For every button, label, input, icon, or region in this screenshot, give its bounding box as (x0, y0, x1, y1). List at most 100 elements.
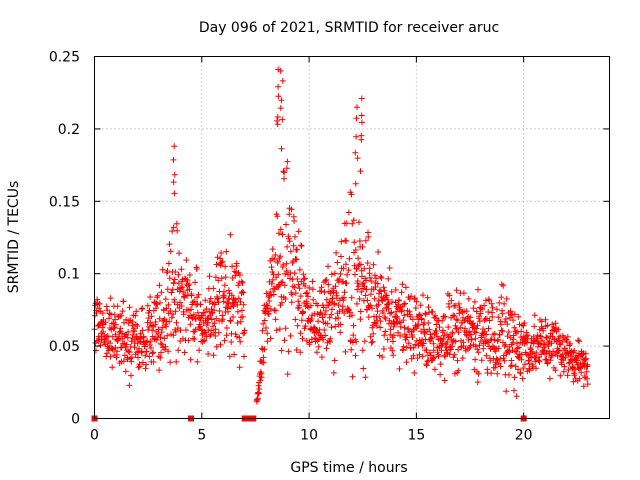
data-point (303, 300, 310, 307)
data-point (362, 292, 369, 299)
data-point (498, 327, 505, 334)
data-point (547, 357, 554, 364)
data-point (474, 379, 481, 386)
data-point (564, 372, 571, 379)
data-point-peak (353, 133, 360, 140)
data-point (441, 377, 448, 384)
data-point (154, 292, 161, 299)
data-point (450, 354, 457, 361)
data-point (433, 328, 440, 334)
data-point (139, 305, 146, 312)
data-point (288, 299, 295, 306)
data-point (168, 314, 175, 321)
data-point (156, 367, 163, 374)
data-point (497, 363, 504, 370)
data-point (112, 321, 119, 328)
data-point (103, 334, 110, 340)
data-point (148, 345, 154, 351)
data-point (272, 307, 279, 314)
data-point (324, 320, 331, 327)
data-point (476, 342, 483, 349)
data-point (276, 326, 283, 333)
data-point (371, 272, 378, 279)
data-point (201, 329, 208, 336)
data-point (426, 326, 433, 333)
data-point (267, 335, 274, 342)
data-point (323, 276, 330, 283)
data-point (232, 272, 239, 279)
data-point (266, 298, 273, 304)
data-point (261, 317, 268, 324)
data-point (171, 299, 178, 306)
data-point (192, 326, 199, 333)
data-point (418, 316, 425, 323)
data-point (139, 327, 146, 334)
data-point (140, 333, 147, 340)
data-point (264, 330, 271, 337)
data-point (451, 313, 458, 319)
data-point (317, 310, 324, 317)
data-point (259, 327, 266, 334)
data-point (404, 334, 411, 341)
data-point (178, 303, 185, 309)
data-point (142, 365, 149, 372)
data-point (468, 336, 475, 343)
data-point (396, 297, 402, 304)
data-point (265, 311, 272, 317)
data-point (213, 261, 220, 268)
data-point (234, 320, 241, 326)
data-point (348, 294, 355, 301)
data-point (104, 333, 111, 339)
data-point (174, 227, 181, 234)
data-point (147, 338, 154, 345)
data-point (264, 302, 271, 309)
data-point (157, 299, 163, 306)
data-point (112, 316, 119, 323)
data-point (492, 364, 499, 371)
data-point (218, 250, 225, 256)
data-point (260, 359, 267, 366)
data-point (107, 353, 114, 360)
data-point (403, 359, 410, 366)
data-point (128, 354, 135, 361)
data-point-peak (279, 77, 286, 84)
data-point (567, 340, 574, 347)
data-point (219, 258, 226, 265)
data-point (178, 266, 185, 273)
data-point (188, 292, 195, 299)
data-point (341, 289, 348, 296)
data-point (350, 217, 357, 224)
data-point (440, 327, 446, 334)
data-point (297, 293, 304, 300)
data-point (407, 313, 414, 320)
data-point (501, 343, 508, 350)
data-point (332, 323, 339, 330)
data-point (540, 327, 547, 334)
data-point (485, 309, 492, 315)
data-point (454, 317, 461, 324)
data-point (289, 283, 296, 290)
data-point (295, 298, 302, 305)
data-point (359, 243, 366, 250)
data-point (308, 315, 315, 322)
data-point (125, 329, 132, 335)
data-point (331, 270, 338, 277)
data-point (235, 295, 242, 302)
data-point (364, 260, 371, 266)
data-point (451, 351, 458, 358)
data-point (285, 348, 292, 355)
data-point (414, 355, 421, 362)
data-point (424, 294, 431, 301)
data-point (489, 304, 496, 311)
data-point (548, 340, 555, 347)
data-point (520, 322, 527, 329)
data-point (446, 292, 453, 299)
data-point (219, 316, 226, 323)
data-point (342, 348, 349, 355)
data-point (186, 281, 193, 288)
data-point (332, 283, 339, 290)
data-point (315, 318, 322, 325)
data-point (330, 369, 337, 376)
data-point-peak (275, 93, 282, 100)
data-point (302, 283, 309, 289)
